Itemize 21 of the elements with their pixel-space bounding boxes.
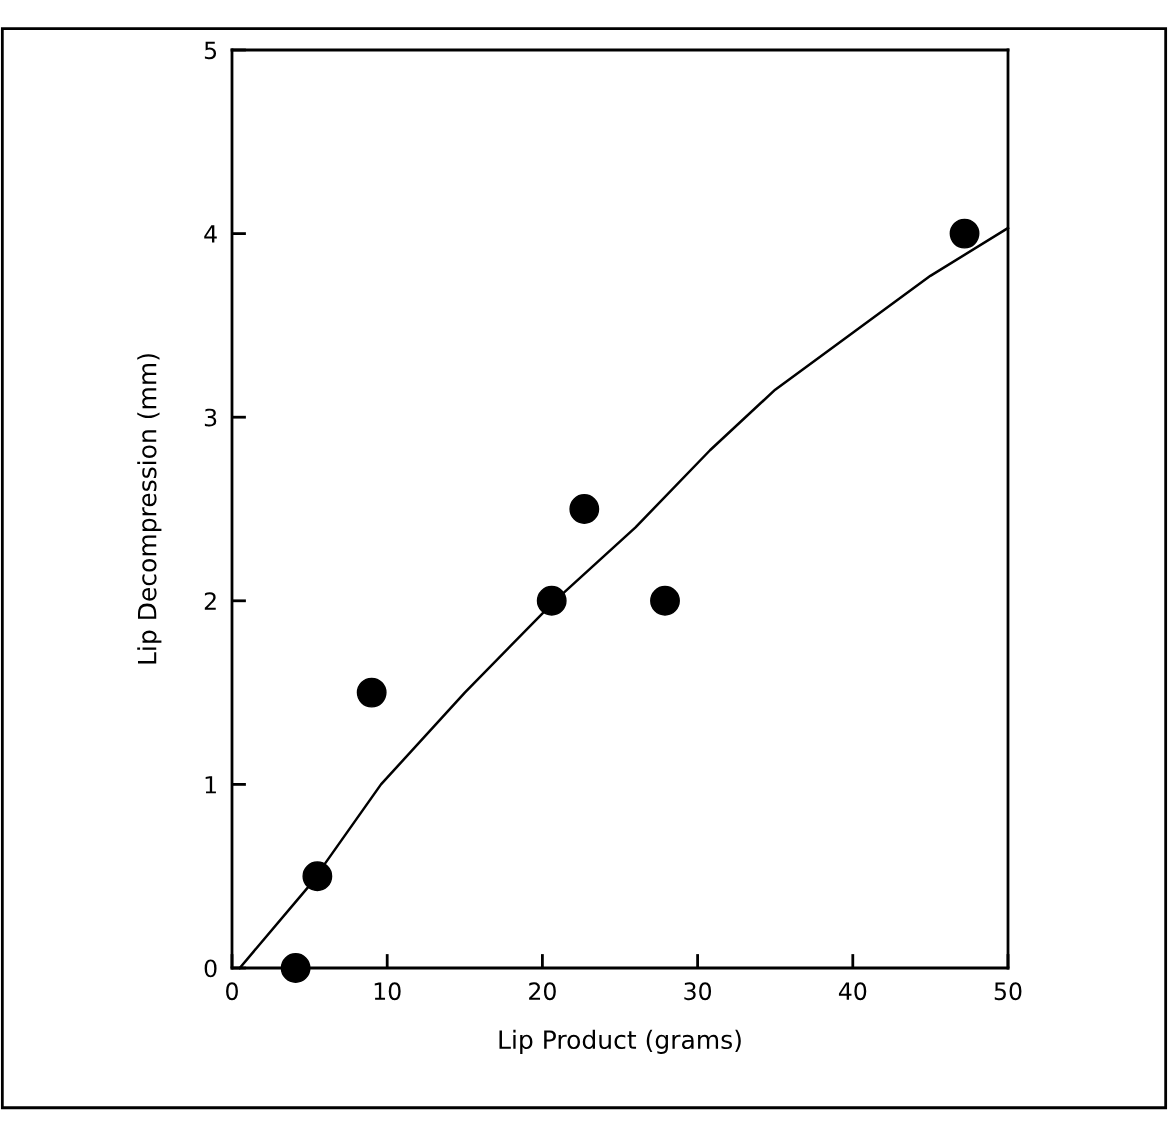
y-tick-label: 1 [205, 776, 216, 794]
x-tick-label: 30 [684, 982, 712, 1001]
point [536, 585, 567, 616]
x-tick-label: 50 [994, 982, 1022, 1001]
y-tick-label: 4 [204, 225, 217, 243]
y-tick-label: 0 [204, 959, 217, 978]
point [280, 953, 311, 983]
point [302, 861, 333, 892]
point [569, 494, 600, 524]
x-tick-label: 40 [838, 982, 867, 1001]
point [650, 585, 680, 616]
y-axis-title: Lip Decompression (mm) [137, 354, 162, 664]
y-tick-label: 2 [204, 592, 216, 610]
x-tick-label: 0 [226, 982, 238, 1001]
y-tick-label: 3 [204, 408, 217, 427]
x-axis-title: Lip Product (grams) [499, 1029, 741, 1054]
y-tick-label: 5 [204, 41, 217, 60]
x-tick-label: 20 [529, 982, 556, 1001]
point [949, 218, 980, 249]
x-tick-label: 10 [374, 982, 401, 1001]
point [356, 677, 387, 708]
